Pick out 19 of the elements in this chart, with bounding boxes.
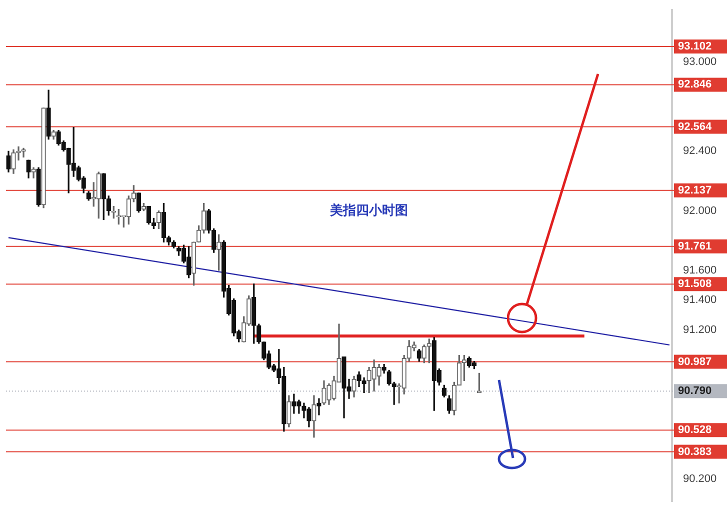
y-tick-label: 91.400 [683, 294, 717, 306]
ref-line-label: 90.528 [678, 424, 712, 436]
y-tick-label: 91.600 [683, 264, 717, 276]
ref-line-label: 92.564 [678, 120, 713, 133]
y-tick-label: 92.000 [683, 204, 717, 217]
ref-line-label: 91.508 [678, 278, 712, 290]
ref-line-label: 92.137 [678, 184, 712, 196]
ref-line-label: 90.987 [678, 356, 712, 368]
ref-line-label: 90.383 [678, 446, 712, 458]
y-tick-label: 91.200 [683, 324, 717, 336]
y-tick-label: 90.200 [683, 473, 717, 486]
ref-line-label: 93.102 [678, 40, 712, 53]
annotation: 美指四小时图 [328, 202, 408, 219]
y-tick-label: 93.000 [683, 56, 717, 68]
ref-line-label: 91.761 [678, 240, 712, 252]
y-tick-label: 92.400 [683, 145, 717, 158]
ref-line-label: 90.790 [678, 385, 712, 398]
ref-line-label: 92.846 [678, 78, 712, 91]
candlestick [316, 398, 322, 416]
